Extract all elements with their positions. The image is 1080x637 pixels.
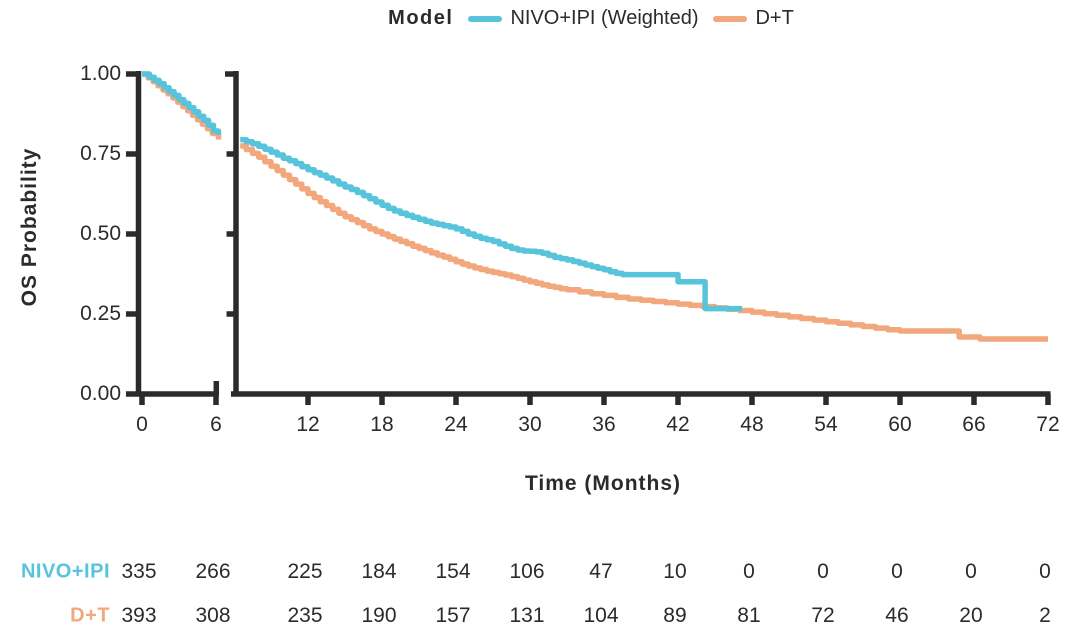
risk-count: 0 xyxy=(743,560,755,583)
risk-count: 235 xyxy=(287,604,323,627)
legend-swatch-nivo-ipi-icon xyxy=(468,15,503,22)
risk-count: 0 xyxy=(965,560,977,583)
legend-item-dt: D+T xyxy=(713,7,794,30)
risk-row-label-nivo-ipi: NIVO+IPI xyxy=(20,560,110,583)
survival-curve-d-t xyxy=(240,143,1048,342)
risk-row-label-dt: D+T xyxy=(70,604,110,627)
risk-count: 2 xyxy=(1039,604,1051,627)
risk-count: 0 xyxy=(891,560,903,583)
risk-count: 131 xyxy=(509,604,545,627)
survival-curve-nivo-ipi-weighted xyxy=(142,71,222,135)
risk-count: 308 xyxy=(195,604,231,627)
legend-title: Model xyxy=(388,7,454,29)
risk-count: 20 xyxy=(959,604,983,627)
risk-count: 335 xyxy=(121,560,157,583)
survival-curve-d-t xyxy=(142,71,222,140)
risk-count: 47 xyxy=(589,560,613,583)
plot-area xyxy=(126,71,1051,405)
risk-count: 10 xyxy=(663,560,687,583)
survival-curve-nivo-ipi-weighted xyxy=(240,136,743,312)
risk-count: 393 xyxy=(121,604,157,627)
risk-count: 154 xyxy=(435,560,471,583)
risk-count: 104 xyxy=(583,604,619,627)
risk-count: 157 xyxy=(435,604,471,627)
risk-count: 89 xyxy=(663,604,687,627)
risk-count: 0 xyxy=(817,560,829,583)
legend-label-dt: D+T xyxy=(755,7,794,29)
legend-item-nivo-ipi-weighted: NIVO+IPI (Weighted) xyxy=(468,7,698,30)
risk-count: 46 xyxy=(885,604,909,627)
risk-count: 266 xyxy=(195,560,231,583)
risk-count: 225 xyxy=(287,560,323,583)
risk-count: 106 xyxy=(509,560,545,583)
risk-count: 72 xyxy=(811,604,835,627)
risk-count: 81 xyxy=(737,604,761,627)
risk-count: 184 xyxy=(361,560,397,583)
chart-legend: Model NIVO+IPI (Weighted) D+T xyxy=(51,7,1080,30)
legend-swatch-dt-icon xyxy=(713,15,748,22)
risk-count: 0 xyxy=(1039,560,1051,583)
risk-count: 190 xyxy=(361,604,397,627)
legend-label-nivo-ipi-weighted: NIVO+IPI (Weighted) xyxy=(510,7,699,29)
